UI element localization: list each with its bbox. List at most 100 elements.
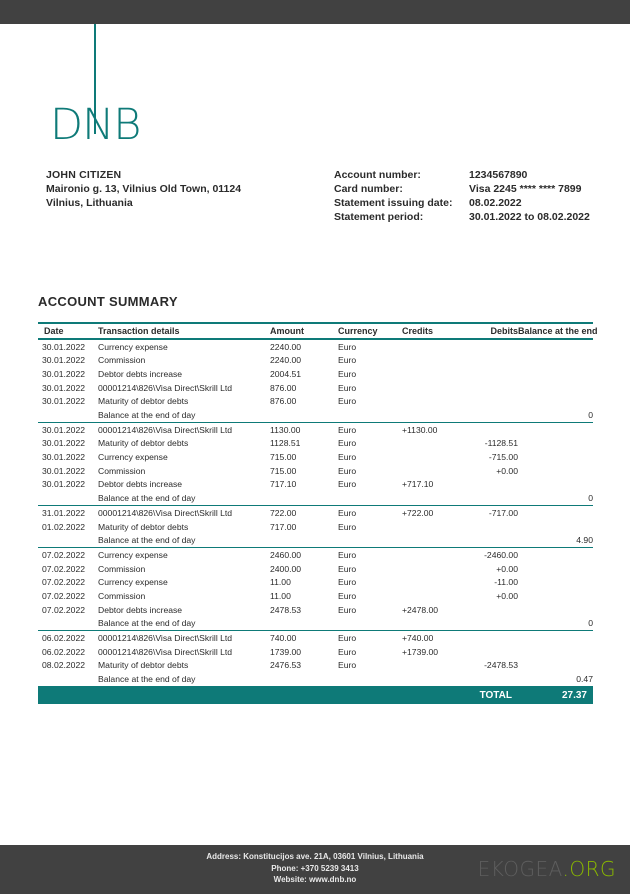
group-separator-rule <box>38 421 593 424</box>
account-meta-row: Statement period: 30.01.2022 to 08.02.202… <box>334 210 614 224</box>
table-row: 07.02.2022 Currency expense 11.00 Euro -11.0… <box>38 576 593 590</box>
cell-date: 07.02.2022 <box>42 577 86 588</box>
cell-currency: Euro <box>338 465 357 476</box>
table-row: 30.01.2022 Currency expense 715.00 Euro -715… <box>38 450 593 464</box>
table-row: 06.02.2022 00001214\826\Visa Direct\Skril… <box>38 631 593 645</box>
balance-end-of-day-row: Balance at the end of day 0 <box>38 491 593 505</box>
footer-address: Address: Konstitucijos ave. 21A, 03601 V… <box>206 852 424 861</box>
cell-currency: Euro <box>338 507 357 518</box>
table-row: 07.02.2022 Commission 11.00 Euro +0.00 <box>38 589 593 603</box>
footer-website: Website: www.dnb.no <box>273 875 357 884</box>
balance-end-of-day-label: Balance at the end of day <box>98 409 196 420</box>
cell-debits: +0.00 <box>496 465 518 476</box>
cell-details: 00001214\826\Visa Direct\Skrill Ltd <box>98 646 233 657</box>
total-label: TOTAL <box>479 690 512 702</box>
column-header-amount: Amount <box>270 326 304 336</box>
cell-currency: Euro <box>338 590 357 601</box>
account-meta-label: Statement period: <box>334 211 424 223</box>
cell-amount: 717.10 <box>270 479 297 490</box>
cell-details: Currency expense <box>98 452 168 463</box>
balance-end-of-day-row: Balance at the end of day 4.90 <box>38 533 593 547</box>
cell-debits: -717.00 <box>488 507 518 518</box>
cell-amount: 1130.00 <box>270 424 301 435</box>
cell-date: 06.02.2022 <box>42 646 86 657</box>
cell-details: Commission <box>98 590 146 601</box>
table-row: 08.02.2022 Maturity of debtor debts 2476.5… <box>38 659 593 673</box>
footer-bar: Address: Konstitucijos ave. 21A, 03601 V… <box>0 845 630 894</box>
group-separator-rule <box>38 629 593 632</box>
cell-amount: 722.00 <box>270 507 297 518</box>
cell-date: 30.01.2022 <box>42 452 86 463</box>
cell-credits: +740.00 <box>402 633 434 644</box>
cell-amount: 2478.53 <box>270 604 302 615</box>
cell-currency: Euro <box>338 452 357 463</box>
cell-date: 08.02.2022 <box>42 660 86 671</box>
group-separator-rule <box>38 546 593 549</box>
cell-date: 01.02.2022 <box>42 521 86 532</box>
cell-amount: 2240.00 <box>270 355 302 366</box>
group-separator-rule <box>38 685 593 688</box>
balance-end-of-day-value: 0 <box>588 492 593 503</box>
logo-text: DNB <box>50 100 141 150</box>
cell-debits: -1128.51 <box>484 438 518 449</box>
total-row: TOTAL 27.37 <box>38 687 593 705</box>
cell-debits: -11.00 <box>494 577 518 588</box>
table-top-rule <box>38 322 593 324</box>
column-header-credits: Credits <box>402 326 434 336</box>
cell-debits: -2460.00 <box>484 550 518 561</box>
column-header-currency: Currency <box>338 326 378 336</box>
balance-end-of-day-row: Balance at the end of day 0 <box>38 408 593 422</box>
cell-currency: Euro <box>338 424 357 435</box>
cell-amount: 876.00 <box>270 382 297 393</box>
footer-phone: Phone: +370 5239 3413 <box>271 863 359 873</box>
cell-details: Commission <box>98 465 146 476</box>
cell-amount: 2460.00 <box>270 550 302 561</box>
cell-date: 30.01.2022 <box>42 341 86 352</box>
account-meta-label: Card number: <box>334 183 403 195</box>
cell-details: 00001214\826\Visa Direct\Skrill Ltd <box>98 507 233 518</box>
group-separator-rule <box>38 504 593 507</box>
cell-amount: 1128.51 <box>270 438 301 449</box>
cell-debits: +0.00 <box>496 590 518 601</box>
balance-end-of-day-row: Balance at the end of day 0 <box>38 616 593 630</box>
cell-date: 30.01.2022 <box>42 368 86 379</box>
cell-date: 30.01.2022 <box>42 396 86 407</box>
balance-end-of-day-value: 4.90 <box>576 535 593 546</box>
transactions-table: Date Transaction details Amount Currency… <box>38 322 598 705</box>
customer-address-line1: Maironio g. 13, Vilnius Old Town, 01124 <box>46 183 242 195</box>
watermark-tld: .ORG <box>562 857 616 881</box>
cell-currency: Euro <box>338 438 357 449</box>
customer-block: JOHN CITIZEN Maironio g. 13, Vilnius Old… <box>46 168 346 210</box>
cell-currency: Euro <box>338 396 357 407</box>
cell-amount: 1739.00 <box>270 646 302 657</box>
balance-end-of-day-value: 0.47 <box>576 674 593 685</box>
table-row: 30.01.2022 Debtor debts increase 717.10 Eur… <box>38 477 593 491</box>
cell-date: 07.02.2022 <box>42 590 86 601</box>
table-row: 31.01.2022 00001214\826\Visa Direct\Skril… <box>38 506 593 520</box>
cell-debits: -715.00 <box>488 452 518 463</box>
account-meta-label: Statement issuing date: <box>334 197 453 209</box>
cell-currency: Euro <box>338 368 357 379</box>
cell-details: 00001214\826\Visa Direct\Skrill Ltd <box>98 424 233 435</box>
balance-end-of-day-row: Balance at the end of day 0.47 <box>38 672 593 686</box>
column-header-debits: Debits <box>490 326 518 336</box>
table-row: 30.01.2022 Commission 715.00 Euro +0.00 <box>38 464 593 478</box>
cell-details: Commission <box>98 355 146 366</box>
cell-amount: 715.00 <box>270 465 297 476</box>
cell-details: Maturity of debtor debts <box>98 521 189 532</box>
cell-credits: +2478.00 <box>402 604 439 615</box>
cell-date: 30.01.2022 <box>42 438 86 449</box>
cell-details: Debtor debts increase <box>98 604 183 615</box>
cell-currency: Euro <box>338 355 357 366</box>
cell-details: Commission <box>98 563 146 574</box>
table-row: 30.01.2022 00001214\826\Visa Direct\Skril… <box>38 381 593 395</box>
account-meta-value: 30.01.2022 to 08.02.2022 <box>469 211 590 223</box>
cell-details: Maturity of debtor debts <box>98 438 189 449</box>
cell-date: 30.01.2022 <box>42 465 86 476</box>
table-row: 30.01.2022 Maturity of debtor debts 1128.5… <box>38 437 593 451</box>
cell-credits: +1739.00 <box>402 646 439 657</box>
watermark: EKOGEA.ORG <box>478 857 616 881</box>
cell-date: 07.02.2022 <box>42 550 86 561</box>
balance-end-of-day-value: 0 <box>588 618 593 629</box>
